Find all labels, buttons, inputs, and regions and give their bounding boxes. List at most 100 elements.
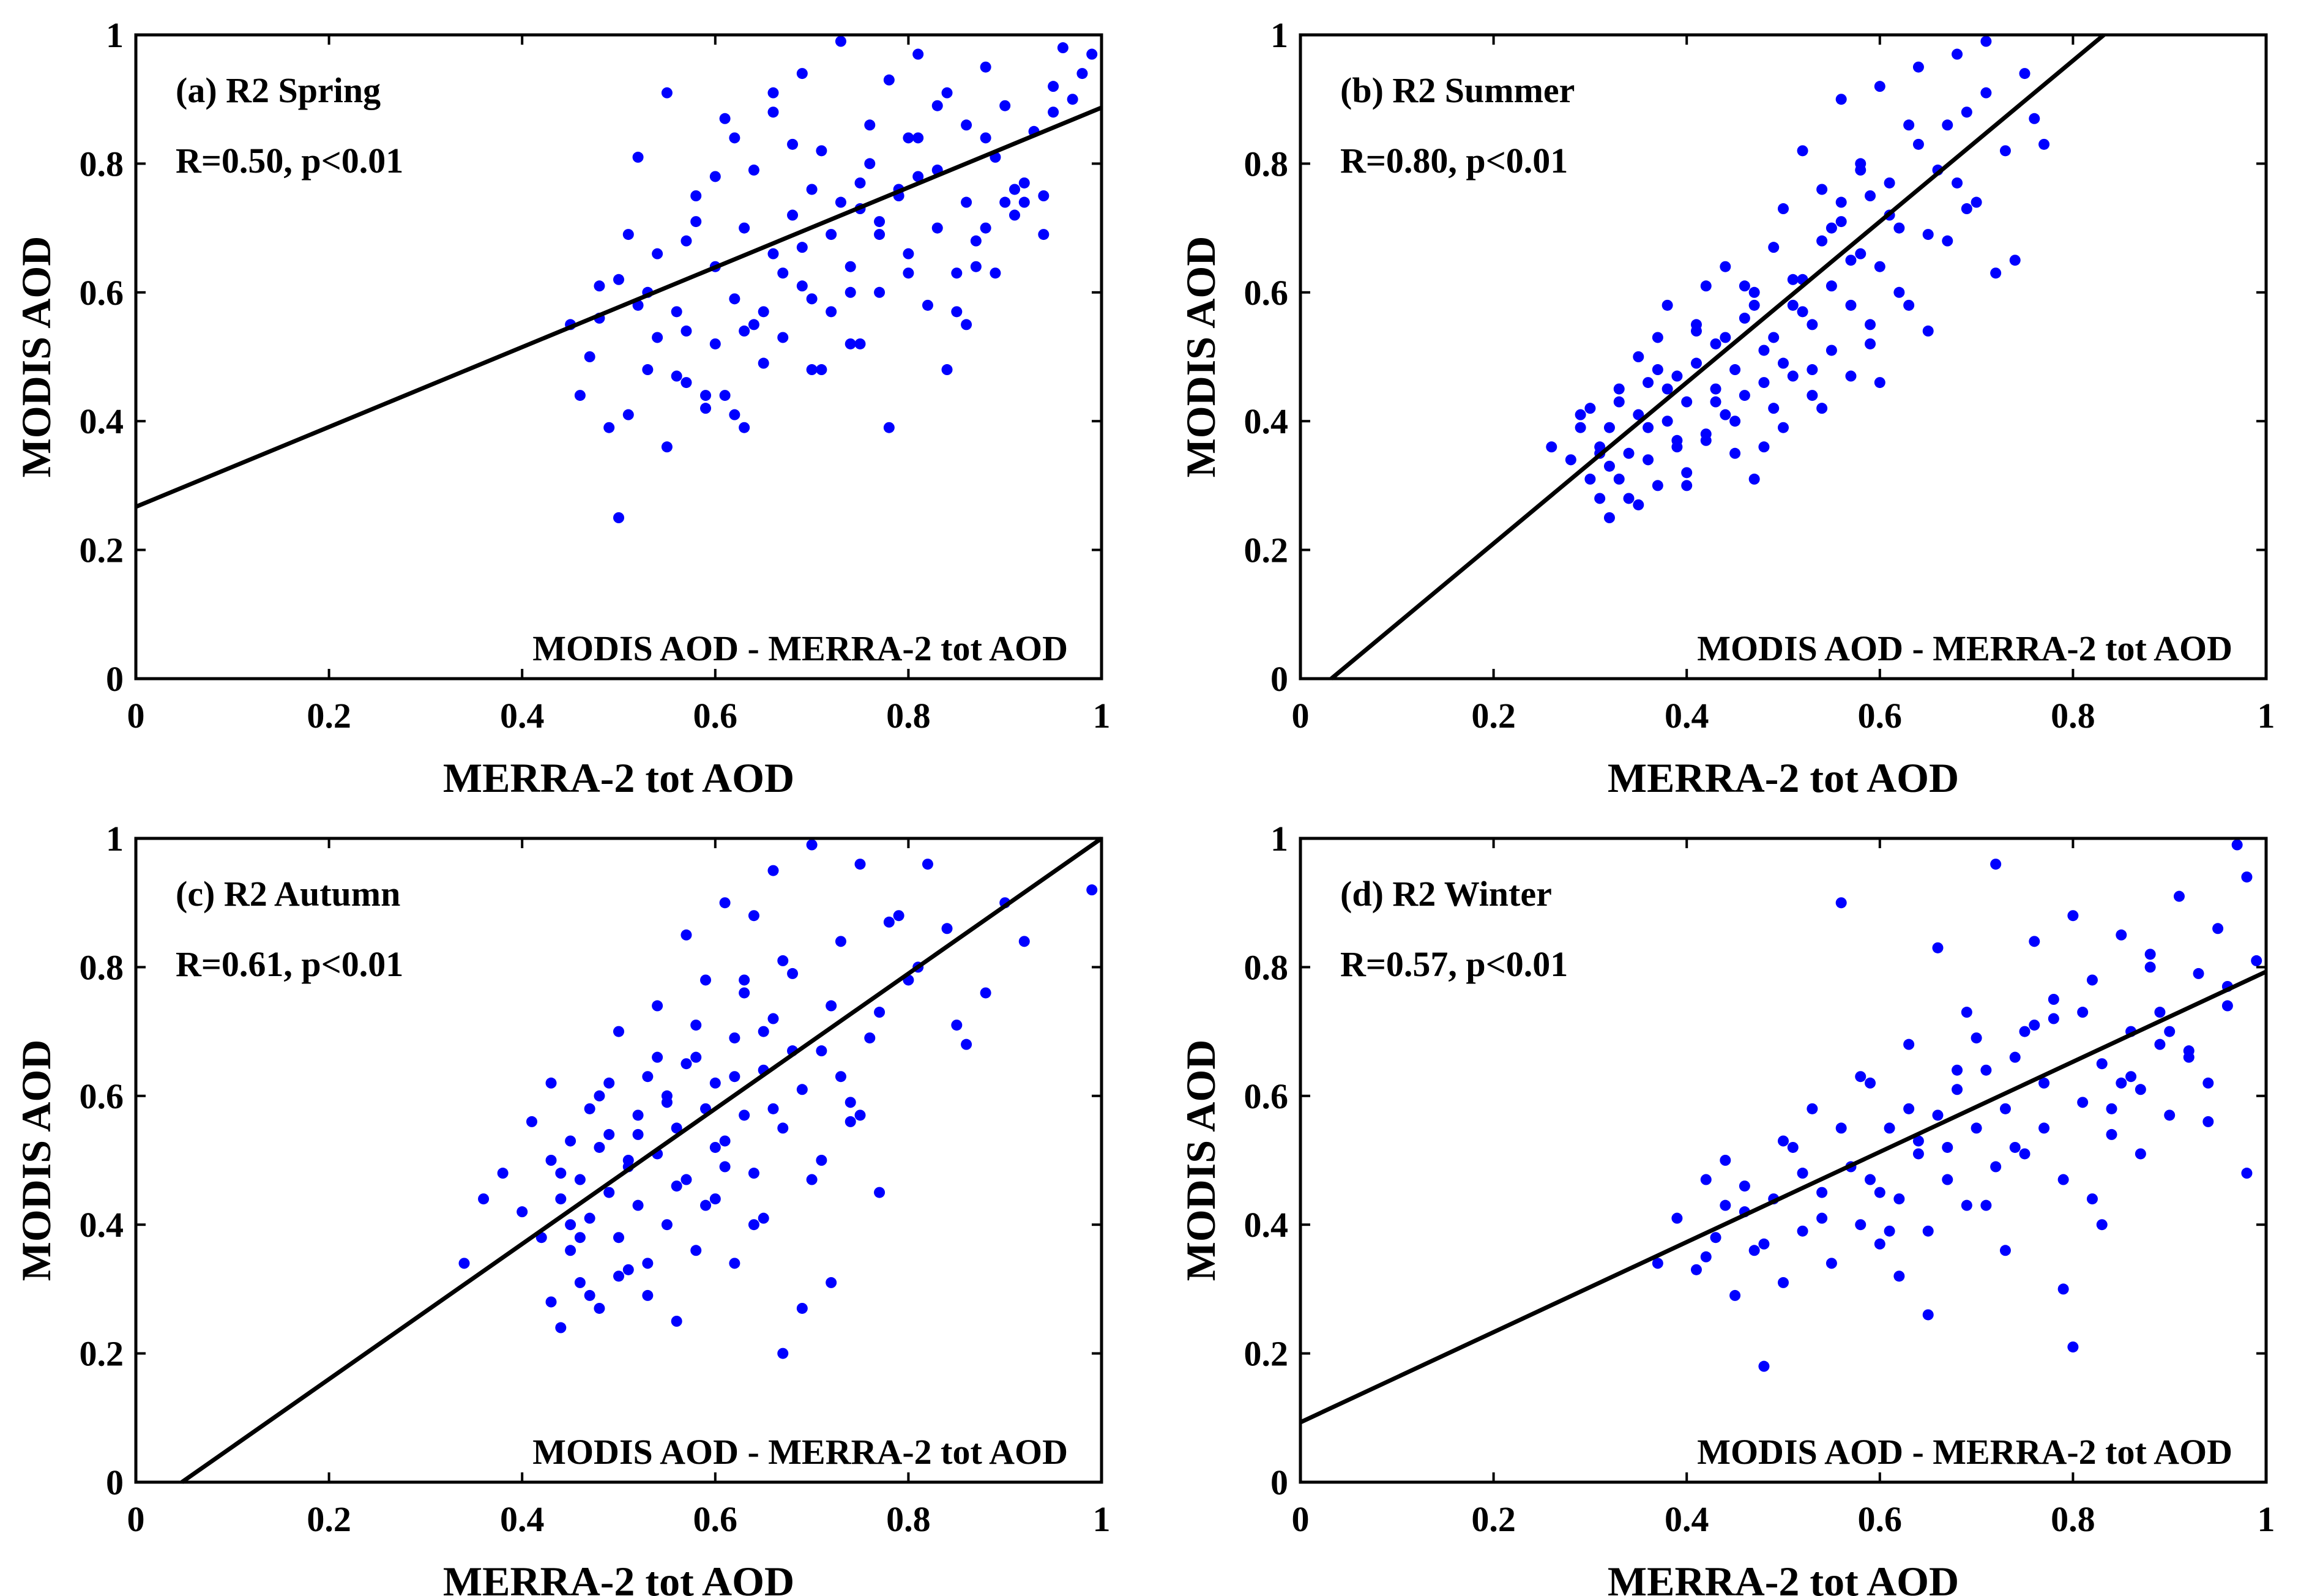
x-tick-label: 1 xyxy=(2258,1499,2275,1539)
data-point xyxy=(951,1020,963,1031)
data-point xyxy=(1816,1212,1828,1224)
data-point xyxy=(854,859,866,870)
data-point xyxy=(700,974,712,986)
data-point xyxy=(931,100,943,111)
x-axis-label: MERRA-2 tot AOD xyxy=(1608,1558,1959,1596)
data-point xyxy=(1710,1232,1721,1244)
data-point xyxy=(1797,145,1808,157)
data-point xyxy=(796,280,808,292)
data-point xyxy=(729,409,740,420)
y-tick-label: 0.2 xyxy=(80,531,124,570)
data-point xyxy=(1729,447,1741,459)
data-point xyxy=(1546,441,1557,453)
y-tick-label: 1 xyxy=(1270,15,1288,55)
data-point xyxy=(613,1026,624,1037)
data-point xyxy=(719,1161,731,1173)
data-point xyxy=(922,299,933,311)
data-point xyxy=(845,261,856,272)
data-point xyxy=(1922,1309,1934,1321)
data-point xyxy=(1942,1174,1953,1185)
x-axis-label: MERRA-2 tot AOD xyxy=(443,755,794,801)
data-point xyxy=(1720,1155,1731,1166)
regression-line xyxy=(135,105,1103,509)
data-point xyxy=(1787,274,1799,285)
data-point xyxy=(1826,345,1837,356)
data-point xyxy=(767,248,779,259)
data-point xyxy=(796,1302,808,1314)
data-point xyxy=(961,1039,972,1050)
data-point xyxy=(796,242,808,253)
data-point xyxy=(1018,177,1030,188)
data-point xyxy=(739,1109,750,1121)
data-point xyxy=(2096,1219,2108,1231)
data-point xyxy=(1942,1141,1953,1153)
data-point xyxy=(1952,1084,1963,1095)
data-point xyxy=(1720,261,1731,272)
data-point xyxy=(2038,1122,2050,1134)
data-point xyxy=(622,409,634,420)
panel-d: 0 0.2 0.4 0.6 0.8 1 0 0.2 0.4 0.6 0.8 1 MERRA-2 tot … xyxy=(1177,819,2275,1596)
data-point xyxy=(816,1155,827,1166)
data-point xyxy=(671,1180,682,1192)
data-point xyxy=(1739,312,1750,324)
data-point xyxy=(2096,1058,2108,1070)
data-point xyxy=(1999,145,2011,157)
data-point xyxy=(1797,1168,1808,1179)
y-tick-label: 1 xyxy=(106,15,124,55)
data-point xyxy=(2009,1051,2021,1063)
data-point xyxy=(1778,203,1789,215)
panel-a: 0 0.2 0.4 0.6 0.8 1 0 0.2 0.4 0.6 0.8 1 MERRA-2 tot … xyxy=(13,15,1111,801)
x-tick-label: 1 xyxy=(1093,696,1111,736)
data-point xyxy=(1922,229,1934,241)
correlation-annotation: R=0.61, p<0.01 xyxy=(176,944,403,984)
data-point xyxy=(594,1090,605,1102)
data-point xyxy=(806,1174,818,1185)
data-point xyxy=(2125,1071,2137,1083)
data-point xyxy=(1961,203,1972,215)
data-point xyxy=(1729,1289,1741,1301)
data-point xyxy=(1652,480,1663,491)
data-point xyxy=(883,74,895,86)
data-point xyxy=(999,196,1011,208)
x-tick-label: 0.8 xyxy=(2051,696,2095,736)
data-point xyxy=(681,1174,692,1185)
data-point xyxy=(709,171,721,182)
x-tick-label: 0.6 xyxy=(693,696,738,736)
data-point xyxy=(1584,403,1596,414)
data-point xyxy=(903,132,914,144)
data-point xyxy=(1018,936,1030,947)
data-point xyxy=(961,119,972,131)
data-point xyxy=(970,235,982,247)
data-point xyxy=(1584,473,1596,485)
plot-frame xyxy=(134,837,1103,1484)
data-point xyxy=(1990,267,2002,279)
data-point xyxy=(1643,377,1654,389)
x-tick-label: 0 xyxy=(127,696,145,736)
data-point xyxy=(864,1032,876,1044)
panel-title: (a) R2 Spring xyxy=(176,70,381,110)
data-point xyxy=(1729,364,1741,376)
data-point xyxy=(584,351,595,362)
data-point xyxy=(1952,48,1963,60)
data-point xyxy=(777,955,789,966)
data-point xyxy=(739,222,750,234)
data-point xyxy=(2212,923,2224,934)
data-point xyxy=(681,325,692,337)
data-point xyxy=(912,171,924,182)
data-point xyxy=(2164,1109,2176,1121)
data-point xyxy=(1845,299,1857,311)
data-point xyxy=(2193,968,2204,979)
data-point xyxy=(545,1077,557,1089)
x-tick-label: 0.4 xyxy=(1665,696,1709,736)
data-point xyxy=(1835,94,1847,105)
data-point xyxy=(1613,473,1625,485)
data-point xyxy=(2154,1007,2166,1018)
data-point xyxy=(980,61,991,73)
data-point xyxy=(1690,1264,1702,1275)
data-point xyxy=(980,132,991,144)
data-point xyxy=(1980,87,1992,99)
data-point xyxy=(1990,859,2002,870)
data-point xyxy=(1671,370,1683,382)
x-tick-label: 0 xyxy=(1292,696,1310,736)
data-point xyxy=(816,364,827,376)
